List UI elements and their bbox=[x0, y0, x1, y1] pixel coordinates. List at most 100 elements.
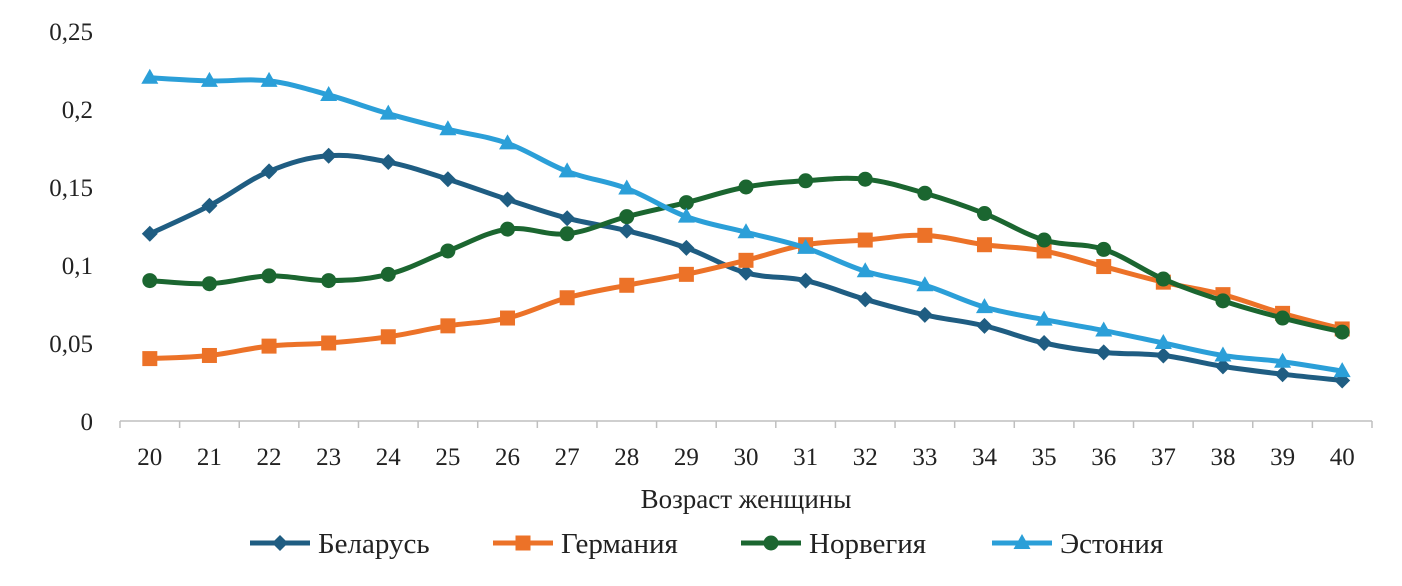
legend-label: Германия bbox=[561, 528, 678, 560]
x-tick-label: 39 bbox=[1270, 444, 1295, 471]
data-point bbox=[261, 163, 278, 180]
legend: Беларусь Германия Норвегия Эстония bbox=[250, 528, 1163, 560]
x-tick-label: 25 bbox=[435, 444, 460, 471]
x-tick-label: 20 bbox=[137, 444, 162, 471]
data-point bbox=[1334, 324, 1350, 340]
data-point bbox=[500, 310, 516, 326]
data-point bbox=[917, 227, 933, 243]
data-point bbox=[559, 290, 575, 306]
legend-item: Германия bbox=[493, 528, 678, 560]
data-point bbox=[678, 239, 695, 256]
x-axis-title: Возраст женщины bbox=[641, 484, 852, 514]
data-point bbox=[320, 85, 338, 101]
data-point bbox=[142, 351, 158, 367]
data-point bbox=[975, 298, 993, 314]
data-point bbox=[677, 207, 695, 223]
data-point bbox=[440, 243, 456, 259]
x-tick-label: 28 bbox=[614, 444, 639, 471]
data-point bbox=[1035, 310, 1053, 326]
x-tick-label: 37 bbox=[1151, 444, 1176, 471]
data-point bbox=[380, 154, 397, 171]
data-point bbox=[1214, 346, 1232, 362]
data-point bbox=[976, 237, 992, 253]
data-point bbox=[917, 185, 933, 201]
x-tick-label: 24 bbox=[376, 444, 402, 471]
x-tick-label: 31 bbox=[793, 444, 818, 471]
data-point bbox=[1036, 335, 1053, 351]
axes bbox=[119, 420, 1373, 428]
x-tick-label: 27 bbox=[555, 444, 580, 471]
legend-swatch-marker bbox=[272, 535, 288, 551]
data-point bbox=[798, 173, 814, 189]
data-point bbox=[1036, 232, 1052, 248]
data-point bbox=[321, 273, 337, 289]
data-point bbox=[1154, 334, 1172, 349]
data-point bbox=[1155, 271, 1171, 287]
data-point bbox=[1274, 366, 1291, 383]
data-point bbox=[380, 329, 396, 345]
data-point bbox=[976, 317, 993, 334]
x-tick-label: 26 bbox=[495, 444, 520, 471]
data-point bbox=[916, 306, 933, 323]
data-point bbox=[1214, 358, 1231, 375]
data-point bbox=[320, 147, 337, 164]
data-point bbox=[737, 223, 755, 239]
data-point bbox=[500, 221, 516, 237]
data-point bbox=[916, 276, 934, 292]
data-point bbox=[380, 266, 396, 282]
data-point bbox=[439, 171, 456, 188]
data-point bbox=[857, 171, 873, 187]
legend-label: Норвегия bbox=[809, 528, 926, 560]
data-point bbox=[857, 291, 874, 308]
data-point bbox=[857, 232, 873, 248]
y-tick-label: 0,15 bbox=[49, 175, 93, 202]
data-point bbox=[738, 264, 754, 281]
data-point bbox=[619, 277, 635, 293]
data-point bbox=[1095, 344, 1112, 361]
data-point bbox=[558, 162, 576, 178]
data-point bbox=[1275, 310, 1291, 326]
data-point bbox=[321, 335, 337, 351]
data-point bbox=[201, 347, 217, 363]
x-tick-label: 40 bbox=[1330, 444, 1355, 471]
series-group bbox=[141, 68, 1351, 389]
x-tick-label: 33 bbox=[912, 444, 937, 471]
data-point bbox=[1095, 321, 1113, 337]
data-point bbox=[1096, 259, 1112, 275]
data-point bbox=[738, 252, 754, 268]
data-point bbox=[1274, 352, 1292, 368]
data-point bbox=[141, 225, 158, 242]
data-point bbox=[678, 195, 694, 211]
legend-swatch-marker bbox=[763, 535, 779, 551]
data-point bbox=[559, 210, 576, 227]
y-tick-label: 0,2 bbox=[62, 97, 93, 124]
data-point bbox=[499, 191, 516, 208]
data-point bbox=[1155, 347, 1172, 364]
data-point bbox=[260, 71, 278, 87]
data-point bbox=[797, 272, 814, 289]
y-tick-label: 0,05 bbox=[49, 331, 93, 358]
y-axis-ticks: 0 0,05 0,1 0,15 0,2 0,25 bbox=[49, 19, 93, 436]
data-point bbox=[201, 276, 217, 292]
data-point bbox=[261, 268, 277, 284]
data-point bbox=[141, 68, 159, 84]
data-point bbox=[440, 318, 456, 334]
y-tick-label: 0 bbox=[81, 409, 94, 436]
x-tick-label: 22 bbox=[257, 444, 282, 471]
x-axis-ticks: 20 21 22 23 24 25 26 27 28 29 30 31 32 33 34 35 36 37 38 39… bbox=[137, 444, 1354, 471]
legend-swatch-marker bbox=[515, 535, 531, 551]
series-4 bbox=[141, 68, 1351, 378]
data-point bbox=[618, 222, 635, 239]
legend-item: Беларусь bbox=[250, 528, 430, 560]
data-point bbox=[1333, 362, 1351, 378]
data-point bbox=[379, 104, 397, 120]
data-point bbox=[200, 71, 218, 87]
x-tick-label: 32 bbox=[853, 444, 878, 471]
data-point bbox=[499, 134, 517, 150]
data-point bbox=[678, 266, 694, 282]
x-tick-label: 36 bbox=[1091, 444, 1116, 471]
data-point bbox=[738, 179, 754, 195]
legend-item: Эстония bbox=[992, 528, 1163, 560]
x-tick-label: 21 bbox=[197, 444, 222, 471]
